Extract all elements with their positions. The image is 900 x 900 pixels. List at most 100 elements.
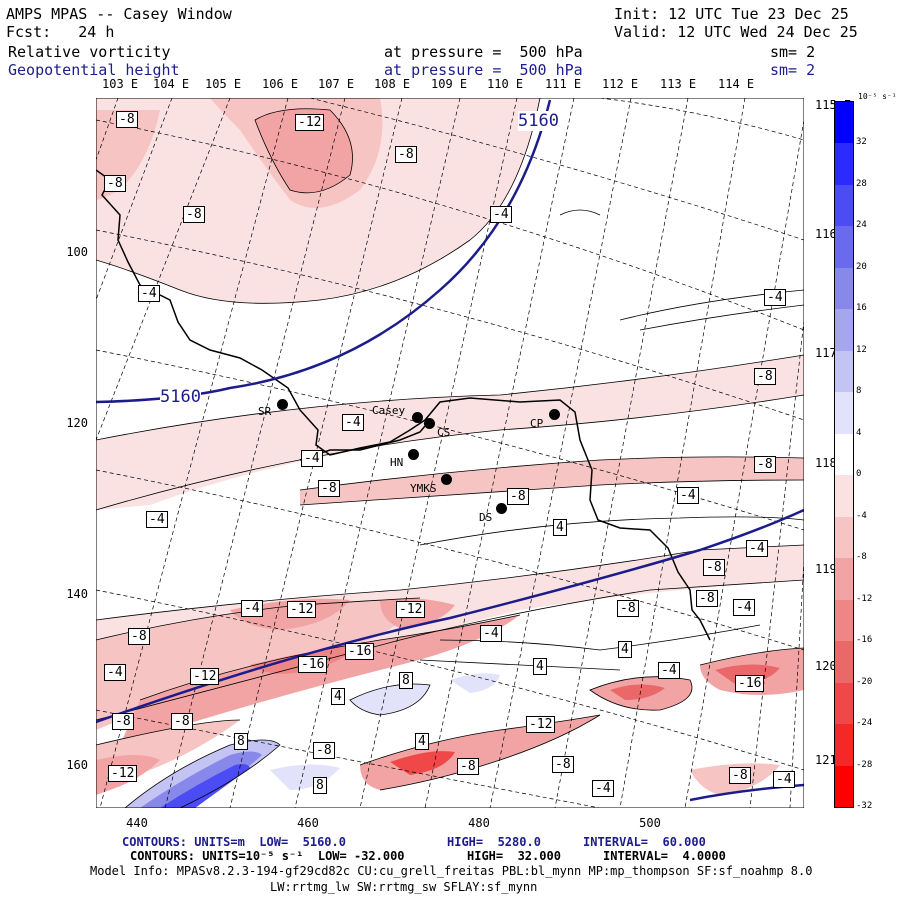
field2-name: Geopotential height: [8, 61, 180, 79]
colorbar-tick-label: -24: [856, 718, 873, 729]
colorbar-segment: [835, 765, 853, 807]
contour-label: -8: [313, 742, 335, 759]
colorbar-tick-label: 8: [856, 386, 862, 397]
contour-label: -8: [318, 480, 340, 497]
station-marker: [441, 474, 452, 485]
contour-label: -8: [116, 111, 138, 128]
colorbar-tick-label: 0: [856, 469, 862, 480]
contour-label: -4: [146, 511, 168, 528]
lon-label: 113 E: [660, 77, 697, 91]
contour-label: -8: [128, 628, 150, 645]
contour-label: -12: [295, 114, 325, 131]
contour-label: -4: [490, 206, 512, 223]
x-axis-label: 440: [126, 816, 148, 830]
contour-label: 4: [415, 733, 429, 750]
colorbar-segment: [835, 226, 853, 268]
contour-label: -8: [703, 559, 725, 576]
x-axis-label: 460: [297, 816, 319, 830]
colorbar-tick-label: 4: [856, 427, 862, 438]
station-marker: [408, 449, 419, 460]
contour-label: -4: [677, 487, 699, 504]
colorbar-segment: [835, 682, 853, 725]
colorbar-tick-label: -12: [856, 593, 873, 604]
colorbar-tick-label: -32: [856, 801, 873, 811]
footer-height-high: HIGH= 5280.0: [447, 835, 541, 849]
init-time: Init: 12 UTC Tue 23 Dec 25: [614, 5, 849, 23]
colorbar-segment: [835, 350, 853, 393]
contour-label: -8: [754, 368, 776, 385]
colorbar-tick-label: -8: [856, 552, 867, 563]
y-axis-label: 160: [66, 758, 88, 772]
contour-label: -8: [395, 146, 417, 163]
colorbar-segment: [835, 475, 853, 517]
station-label: Casey: [372, 404, 406, 417]
lon-label: 107 E: [318, 77, 355, 91]
footer-physics-info: LW:rrtmg_lw SW:rrtmg_sw SFLAY:sf_mynn: [270, 880, 538, 894]
station-label: CP: [530, 417, 544, 430]
contour-label: -4: [301, 450, 323, 467]
height-label: 5160: [518, 111, 559, 131]
contour-label: 4: [553, 519, 567, 536]
colorbar-unit: 10⁻⁵ s⁻¹: [858, 92, 897, 101]
colorbar-tick-label: -20: [856, 676, 873, 687]
station-marker: [496, 503, 507, 514]
contour-label: -8: [754, 456, 776, 473]
lon-label: 111 E: [545, 77, 582, 91]
field1-level: at pressure = 500 hPa: [384, 43, 583, 61]
contour-label: 8: [399, 672, 413, 689]
contour-label: 8: [313, 777, 327, 794]
x-axis-label: 500: [639, 816, 661, 830]
footer-vorticity-high: HIGH= 32.000: [467, 849, 561, 863]
contour-label: -4: [104, 664, 126, 681]
field2-level: at pressure = 500 hPa: [384, 61, 583, 79]
contour-label: -16: [298, 656, 328, 673]
colorbar-segment: [835, 267, 853, 310]
lon-label: 105 E: [205, 77, 242, 91]
station-label: HN: [390, 456, 404, 469]
contour-label: -8: [171, 713, 193, 730]
coastline-inlet: [299, 419, 431, 461]
contour-label: -8: [112, 713, 134, 730]
field1-smoothing: sm= 2: [770, 43, 816, 61]
contour-label: 4: [618, 641, 632, 658]
lon-label: 114 E: [718, 77, 755, 91]
footer-height-contours: CONTOURS: UNITS=m LOW= 5160.0: [122, 835, 346, 849]
contour-label: -8: [552, 756, 574, 773]
contour-label: -8: [507, 488, 529, 505]
contour-label: -8: [457, 758, 479, 775]
colorbar-tick-label: 28: [856, 178, 867, 189]
colorbar-segment: [835, 724, 853, 766]
colorbar-segment: [835, 641, 853, 683]
contour-label: -12: [190, 668, 220, 685]
contour-label: 8: [234, 733, 248, 750]
contour-label: -16: [345, 643, 375, 660]
contour-label: -8: [617, 600, 639, 617]
station-label: DS: [479, 511, 493, 524]
colorbar-tick-label: 16: [856, 303, 867, 314]
contour-label: -8: [729, 767, 751, 784]
contour-label: -8: [183, 206, 205, 223]
colorbar-segment: [835, 102, 853, 144]
forecast-hour: Fcst: 24 h: [6, 23, 115, 41]
negative-vorticity-shading: [96, 98, 804, 795]
colorbar-segment: [835, 516, 853, 559]
colorbar-segment: [835, 184, 853, 227]
colorbar: [834, 101, 854, 808]
lon-label: 104 E: [153, 77, 190, 91]
colorbar-segment: [835, 558, 853, 600]
lon-label: 108 E: [374, 77, 411, 91]
contour-label: -4: [138, 285, 160, 302]
station-label: CS: [437, 426, 451, 439]
contour-label: -12: [108, 765, 138, 782]
field1-name: Relative vorticity: [8, 43, 171, 61]
colorbar-segment: [835, 599, 853, 642]
contour-label: -12: [526, 716, 556, 733]
station-marker: [424, 418, 435, 429]
station-marker: [277, 399, 288, 410]
contour-label: -16: [735, 675, 765, 692]
contour-label: -8: [104, 175, 126, 192]
station-marker: [549, 409, 560, 420]
colorbar-tick-label: 12: [856, 344, 867, 355]
contour-label: -12: [287, 601, 317, 618]
y-axis-label: 100: [66, 245, 88, 259]
